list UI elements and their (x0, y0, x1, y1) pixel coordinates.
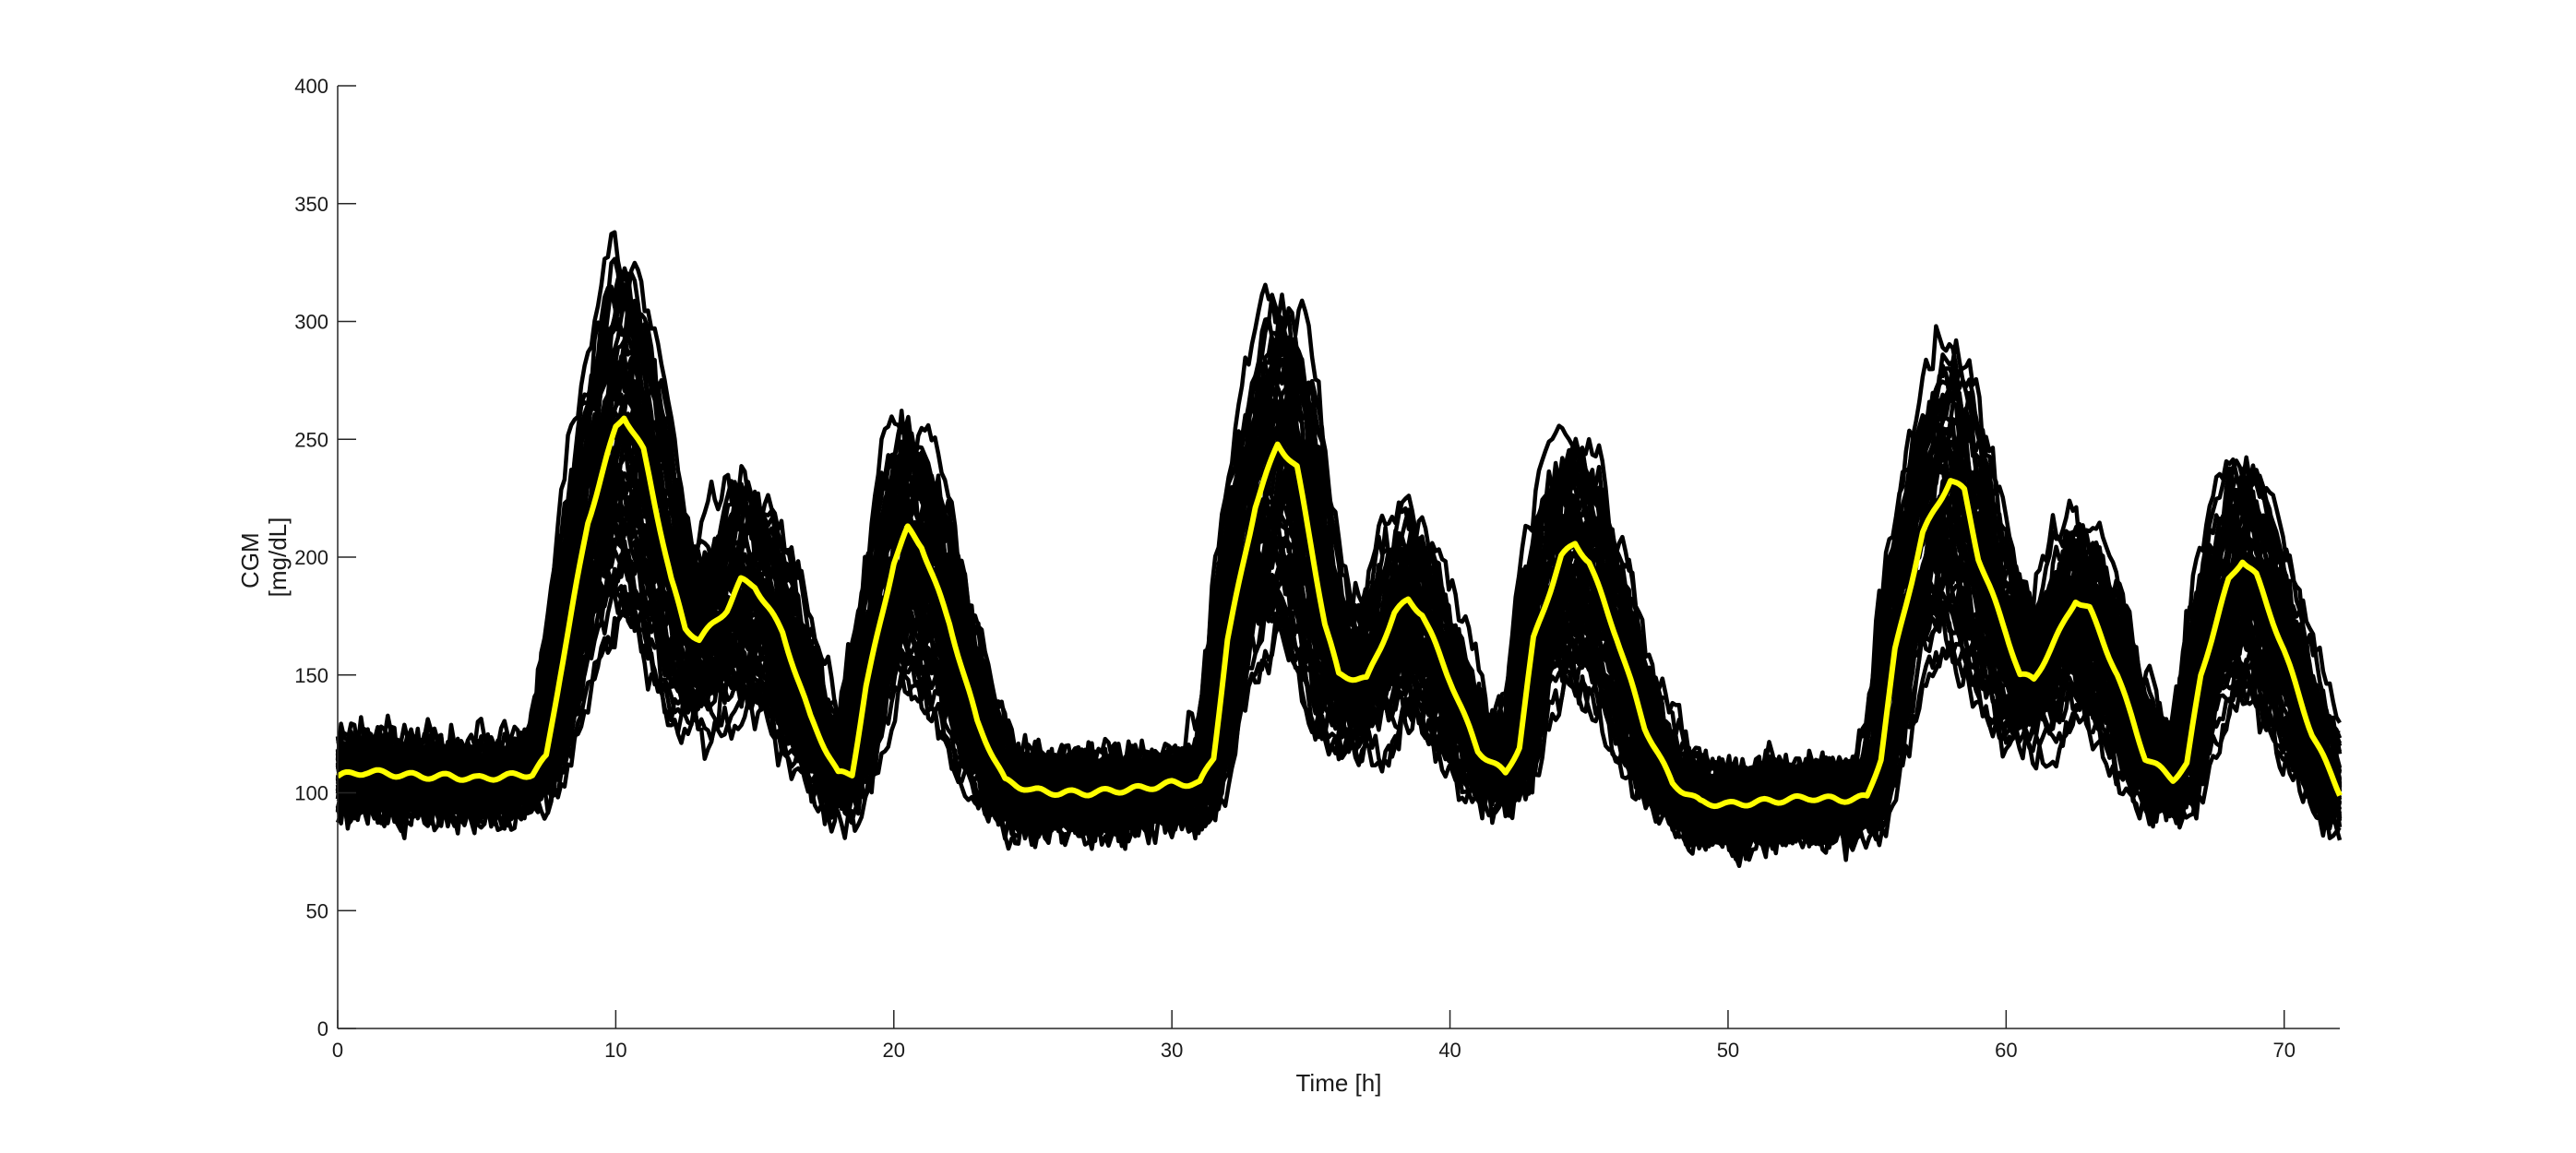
x-tick-label: 50 (1717, 1039, 1739, 1062)
x-tick-label: 40 (1438, 1039, 1461, 1062)
x-ticks: 0 10 20 30 40 50 60 70 (332, 1010, 2296, 1062)
x-tick-label: 20 (883, 1039, 905, 1062)
y-tick-label: 0 (317, 1017, 328, 1040)
x-tick-label: 0 (332, 1039, 343, 1062)
y-tick-label: 250 (294, 428, 328, 451)
y-axis-label: CGM [mg/dL] (236, 517, 292, 598)
y-axis-label-line-2: [mg/dL] (264, 517, 292, 598)
cgm-trace (335, 322, 2342, 862)
x-tick-label: 60 (1995, 1039, 2017, 1062)
y-axis-label-line-1: CGM (236, 532, 264, 588)
y-tick-label: 350 (294, 193, 328, 216)
y-tick-label: 200 (294, 546, 328, 569)
cgm-traces (335, 230, 2343, 869)
x-tick-label: 10 (604, 1039, 626, 1062)
y-tick-label: 50 (306, 899, 328, 922)
x-axis-label: Time [h] (1296, 1069, 1382, 1097)
y-ticks: 0 50 100 150 200 250 300 350 400 (294, 75, 356, 1040)
cgm-trace (336, 351, 2342, 807)
cgm-trace (336, 260, 2343, 831)
y-tick-label: 300 (294, 311, 328, 334)
mean-cgm-line (336, 415, 2343, 810)
cgm-trace (335, 394, 2343, 822)
cgm-trace (335, 584, 2342, 856)
cgm-trace (336, 495, 2343, 826)
y-tick-label: 400 (294, 75, 328, 98)
x-tick-label: 70 (2272, 1039, 2295, 1062)
x-tick-label: 30 (1161, 1039, 1183, 1062)
y-tick-label: 100 (294, 782, 328, 805)
cgm-trace (335, 553, 2343, 824)
y-tick-label: 150 (294, 664, 328, 687)
cgm-trace (336, 517, 2342, 827)
